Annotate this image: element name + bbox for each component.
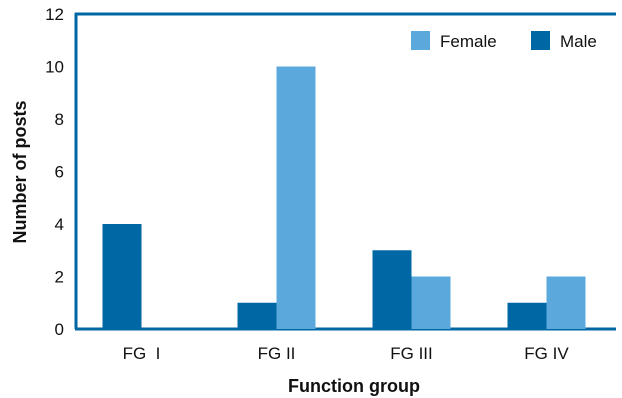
bar-male [372,250,412,329]
y-tick-label: 12 [45,5,64,24]
y-tick-label: 10 [45,58,64,77]
bar-male [237,302,277,329]
y-tick-label: 2 [55,268,64,287]
axes [74,12,616,331]
y-tick-label: 0 [55,320,64,339]
x-axis-title: Function group [288,376,420,396]
bar-male [102,224,142,329]
legend-label-male: Male [560,32,597,51]
bar-male [507,302,547,329]
x-tick-label: FG III [390,344,433,363]
legend-label-female: Female [440,32,497,51]
y-tick-label: 6 [55,163,64,182]
y-tick-label: 4 [55,215,64,234]
y-axis-title: Number of posts [10,100,30,243]
y-tick-label: 8 [55,110,64,129]
bar-female [546,276,586,329]
bar-female [276,66,316,329]
x-tick-label: FG II [258,344,296,363]
x-tick-label: FG I [123,344,161,363]
bar-female [411,276,451,329]
bars [102,66,586,329]
legend-swatch-male [531,31,550,50]
legend: Female Male [411,31,597,51]
legend-swatch-female [411,31,430,50]
x-tick-label: FG IV [524,344,569,363]
y-tick-labels: 0 2 4 6 8 10 12 [45,5,64,339]
x-tick-labels: FG I FG II FG III FG IV [123,344,570,363]
